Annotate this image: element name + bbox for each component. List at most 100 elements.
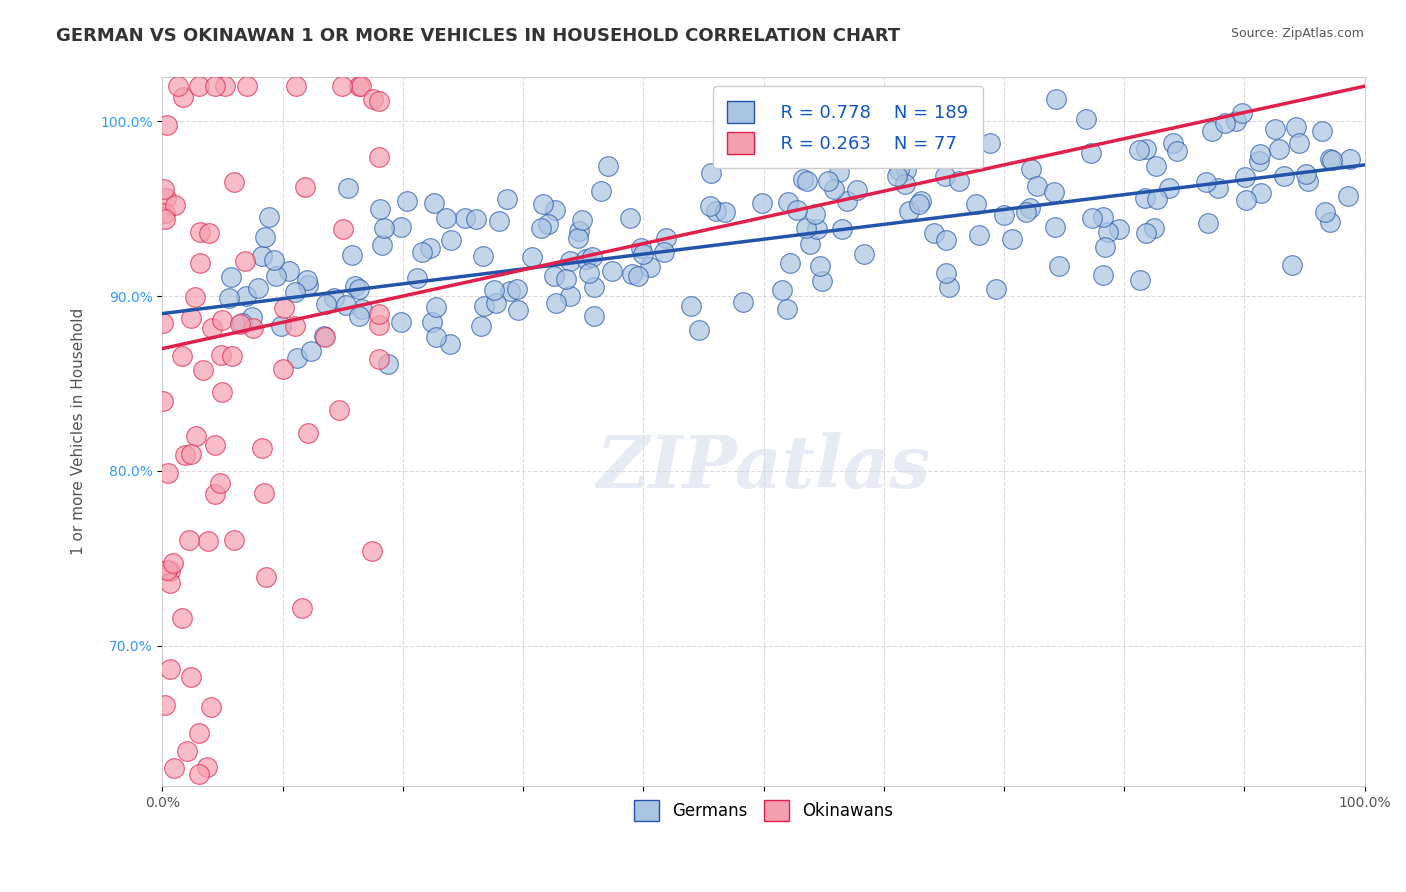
Point <box>465 211 488 226</box>
Point <box>1074 112 1097 126</box>
Point <box>180 447 202 461</box>
Point <box>986 282 1008 296</box>
Point <box>315 297 337 311</box>
Point <box>567 231 589 245</box>
Point <box>337 181 360 195</box>
Point <box>252 441 274 455</box>
Point <box>894 177 917 191</box>
Point <box>1319 215 1341 229</box>
Point <box>1043 185 1066 199</box>
Point <box>155 191 177 205</box>
Point <box>1250 186 1272 200</box>
Point <box>233 253 256 268</box>
Point <box>792 172 814 186</box>
Point <box>627 268 650 283</box>
Point <box>1163 136 1185 150</box>
Point <box>582 309 605 323</box>
Point <box>1001 232 1024 246</box>
Point <box>284 79 307 94</box>
Point <box>1310 124 1333 138</box>
Point <box>817 174 839 188</box>
Point <box>965 197 987 211</box>
Point <box>242 320 264 334</box>
Point <box>184 429 207 443</box>
Point <box>898 204 921 219</box>
Point <box>967 227 990 242</box>
Point <box>273 301 295 315</box>
Point <box>204 79 226 94</box>
Point <box>488 214 510 228</box>
Point <box>235 288 257 302</box>
Point <box>1135 142 1157 156</box>
Point <box>153 205 176 219</box>
Point <box>367 318 389 333</box>
Point <box>173 448 195 462</box>
Point <box>197 534 219 549</box>
Point <box>312 328 335 343</box>
Point <box>499 284 522 298</box>
Point <box>831 222 853 236</box>
Point <box>688 323 710 337</box>
Point <box>598 159 620 173</box>
Point <box>197 226 219 240</box>
Point <box>1249 146 1271 161</box>
Point <box>156 563 179 577</box>
Point <box>934 169 956 183</box>
Point <box>1014 204 1036 219</box>
Point <box>254 570 277 584</box>
Point <box>845 183 868 197</box>
Point <box>395 194 418 209</box>
Point <box>419 241 441 255</box>
Point <box>330 79 353 94</box>
Point <box>229 317 252 331</box>
Point <box>935 266 957 280</box>
Point <box>1146 193 1168 207</box>
Point <box>425 329 447 343</box>
Point <box>681 299 703 313</box>
Point <box>323 291 346 305</box>
Point <box>263 253 285 268</box>
Point <box>1166 144 1188 158</box>
Point <box>159 575 181 590</box>
Point <box>277 264 299 278</box>
Point <box>543 268 565 283</box>
Point <box>172 349 194 363</box>
Point <box>371 238 394 252</box>
Point <box>253 230 276 244</box>
Point <box>332 221 354 235</box>
Point <box>422 196 444 211</box>
Point <box>1133 191 1156 205</box>
Point <box>824 182 846 196</box>
Point <box>948 174 970 188</box>
Point <box>159 662 181 676</box>
Point <box>406 271 429 285</box>
Point <box>367 150 389 164</box>
Point <box>1298 174 1320 188</box>
Point <box>294 179 316 194</box>
Point <box>935 233 957 247</box>
Point <box>652 244 675 259</box>
Point <box>1201 123 1223 137</box>
Point <box>1194 175 1216 189</box>
Point <box>1230 105 1253 120</box>
Point <box>1047 259 1070 273</box>
Point <box>1274 169 1296 183</box>
Point <box>155 698 177 713</box>
Point <box>470 319 492 334</box>
Point <box>827 165 849 179</box>
Text: Source: ZipAtlas.com: Source: ZipAtlas.com <box>1230 27 1364 40</box>
Point <box>699 199 721 213</box>
Point <box>799 237 821 252</box>
Point <box>222 175 245 189</box>
Point <box>204 438 226 452</box>
Point <box>506 282 529 296</box>
Point <box>910 194 932 209</box>
Point <box>247 281 270 295</box>
Point <box>347 282 370 296</box>
Point <box>170 611 193 625</box>
Point <box>704 204 727 219</box>
Point <box>187 726 209 740</box>
Point <box>630 241 652 255</box>
Point <box>209 347 232 361</box>
Point <box>578 266 600 280</box>
